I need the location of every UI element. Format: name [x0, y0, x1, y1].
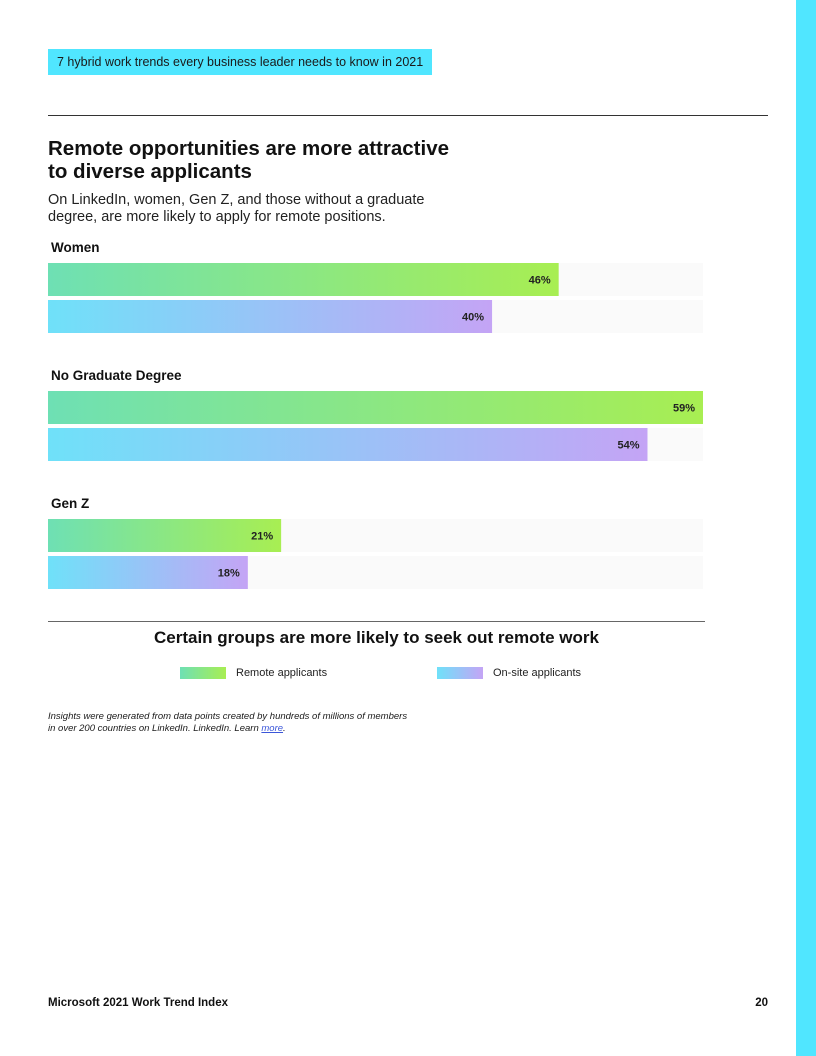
bar-onsite-gen-z	[48, 556, 248, 589]
legend-onsite: On-site applicants	[437, 666, 581, 680]
chart-title: Certain groups are more likely to seek o…	[154, 628, 599, 647]
bar-chart: Women 46% 40% No Graduate Degree 59% 54% Gen Z…	[48, 240, 705, 622]
bar-onsite-women	[48, 300, 493, 333]
bar-value-label: 40%	[462, 312, 484, 324]
bar-value-label: 46%	[529, 275, 551, 287]
accent-stripe	[796, 0, 816, 1056]
bar-value-label: 59%	[673, 403, 695, 415]
header-tag: 7 hybrid work trends every business lead…	[48, 49, 433, 75]
footnote-suffix: .	[283, 723, 286, 734]
learn-more-link[interactable]: more	[261, 723, 284, 734]
category-label-no-graduate-degree: No Graduate Degree	[51, 368, 182, 383]
chart-baseline	[48, 621, 705, 622]
bar-value-label: 54%	[617, 440, 639, 452]
page-subtitle: On LinkedIn, women, Gen Z, and those wit…	[48, 192, 425, 225]
bar-remote-women	[48, 263, 559, 296]
category-label-gen-z: Gen Z	[51, 496, 89, 511]
bar-onsite-no-graduate-degree	[48, 428, 648, 461]
footer-title: Microsoft 2021 Work Trend Index	[48, 997, 229, 1009]
bar-remote-gen-z	[48, 519, 282, 552]
page-title: Remote opportunities are more attractive…	[48, 137, 449, 183]
bar-value-label: 18%	[218, 568, 240, 580]
bar-value-label: 21%	[251, 531, 273, 543]
footnote: Insights were generated from data points…	[48, 711, 408, 735]
legend-remote: Remote applicants	[180, 666, 327, 680]
legend-swatch-remote	[180, 667, 226, 679]
header-divider	[48, 115, 768, 116]
legend-label-onsite: On-site applicants	[493, 667, 582, 679]
legend-label-remote: Remote applicants	[236, 667, 328, 679]
legend-swatch-onsite	[437, 667, 483, 679]
bar-remote-no-graduate-degree	[48, 391, 703, 424]
category-label-women: Women	[51, 240, 100, 255]
footnote-text: Insights were generated from data points…	[48, 711, 408, 734]
page-number: 20	[755, 997, 768, 1009]
